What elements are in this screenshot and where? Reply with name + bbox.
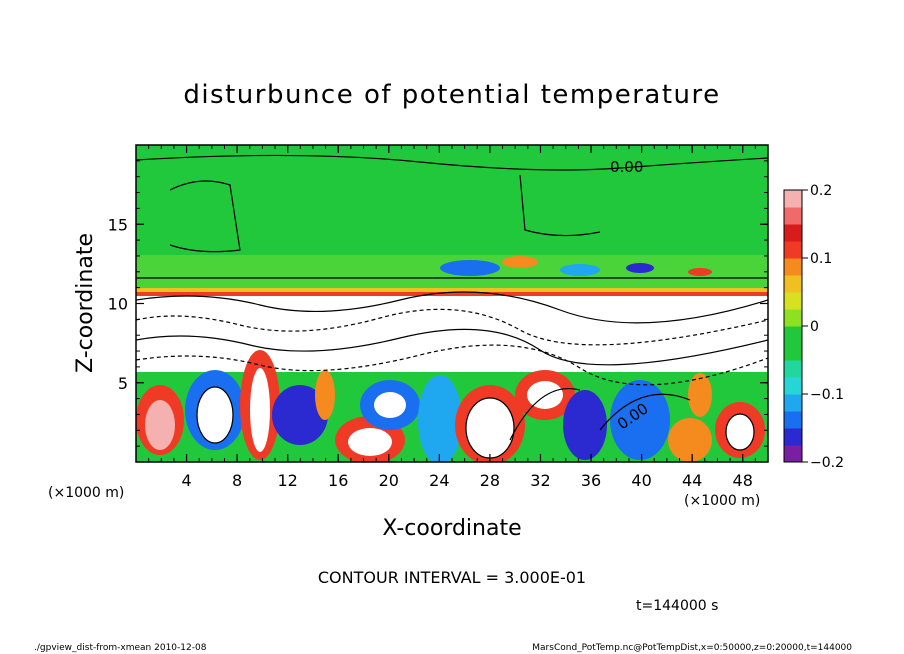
colorbar-swatch: [784, 360, 802, 378]
x-tick-label: 36: [581, 471, 601, 490]
colorbar-swatch: [784, 343, 802, 361]
field-mixing-layer: [136, 296, 768, 376]
colorbar-swatch: [784, 224, 802, 242]
colorbar-ticks: 0.2 0.1 0 −0.1 −0.2: [802, 183, 844, 471]
y-tick-label: 5: [118, 374, 128, 393]
colorbar-swatch: [784, 292, 802, 310]
y-tick-label: 10: [108, 295, 128, 314]
time-label: t=144000 s: [636, 598, 718, 614]
x-tick-label: 24: [429, 471, 449, 490]
colorbar-swatch: [784, 411, 802, 429]
contour-interval: CONTOUR INTERVAL = 3.000E-01: [318, 568, 586, 587]
upper-features: [440, 256, 712, 276]
colorbar-swatch: [784, 394, 802, 412]
colorbar-swatch: [784, 445, 802, 463]
colorbar-swatch: [784, 241, 802, 259]
x-tick-label: 32: [530, 471, 550, 490]
x-tick-label: 44: [682, 471, 702, 490]
x-tick-label: 48: [733, 471, 753, 490]
colorbar-swatch: [784, 428, 802, 446]
x-unit-right: (×1000 m): [684, 493, 760, 509]
x-tick-label: 16: [328, 471, 348, 490]
footer-right: MarsCond_PotTemp.nc@PotTempDist,x=0:5000…: [532, 643, 852, 653]
x-tick-label: 12: [278, 471, 298, 490]
colorbar: [784, 190, 802, 463]
colorbar-tick-label: −0.1: [810, 387, 844, 403]
chart-title: disturbunce of potential temperature: [183, 80, 720, 110]
y-ticks: 5 10 15: [108, 160, 768, 447]
plot-area: [136, 145, 768, 462]
field-band-warm: [136, 288, 768, 294]
y-tick-label: 15: [108, 215, 128, 234]
colorbar-swatch: [784, 309, 802, 327]
colorbar-swatch: [784, 326, 802, 344]
colorbar-tick-label: 0.2: [810, 183, 832, 199]
colorbar-swatch: [784, 258, 802, 276]
colorbar-swatch: [784, 190, 802, 208]
contour-lines: [136, 154, 768, 459]
x-tick-label: 40: [631, 471, 651, 490]
x-tick-label: 28: [480, 471, 500, 490]
convective-cells: [136, 350, 765, 462]
x-tick-label: 4: [181, 471, 191, 490]
x-tick-label: 8: [232, 471, 242, 490]
x-ticks: 4 8 12 16 20 24 28 32 36 40 44 48: [148, 145, 756, 490]
colorbar-swatch: [784, 207, 802, 225]
colorbar-tick-label: 0.1: [810, 251, 832, 267]
x-unit-left: (×1000 m): [48, 485, 124, 501]
field-band-hot: [136, 292, 768, 296]
colorbar-tick-label: 0: [810, 319, 819, 335]
colorbar-swatch: [784, 275, 802, 293]
colorbar-tick-label: −0.2: [810, 455, 844, 471]
y-axis-label: Z-coordinate: [73, 233, 98, 373]
contour-label: 0.00: [610, 158, 643, 176]
footer-left: ./gpview_dist-from-xmean 2010-12-08: [34, 643, 207, 653]
x-tick-label: 20: [379, 471, 399, 490]
colorbar-swatch: [784, 377, 802, 395]
x-axis-label: X-coordinate: [382, 516, 521, 541]
